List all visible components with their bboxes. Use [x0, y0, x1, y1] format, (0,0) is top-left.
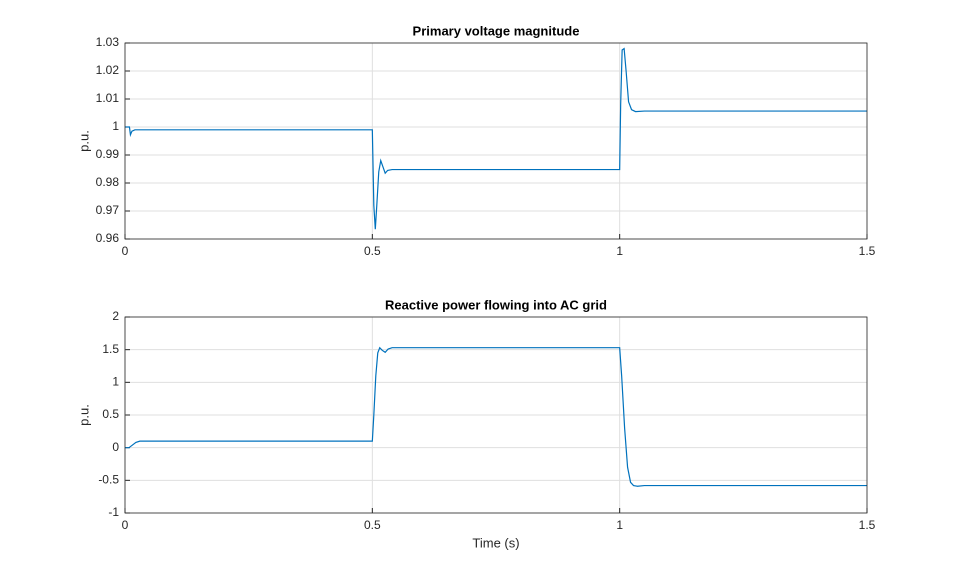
x-tick-label: 0 [122, 518, 129, 532]
y-tick-label: 1.02 [96, 63, 120, 77]
x-tick-label: 1.5 [859, 518, 876, 532]
axes-box [124, 316, 868, 514]
axes-background [125, 43, 867, 239]
data-line [125, 47, 867, 230]
y-tick-label: 0.99 [96, 147, 120, 161]
x-tick-label: 1.5 [859, 244, 876, 258]
chart-title: Primary voltage magnitude [413, 23, 580, 38]
x-axis-label: Time (s) [472, 535, 519, 550]
data-line [125, 346, 867, 487]
y-tick-label: 1.5 [102, 342, 119, 356]
y-tick-label: 0.97 [96, 203, 120, 217]
y-axis-label: p.u. [76, 404, 91, 426]
chart-title: Reactive power flowing into AC grid [385, 297, 607, 312]
y-tick-label: 0 [112, 440, 119, 454]
y-axis-label: p.u. [76, 130, 91, 152]
axes-box [124, 42, 868, 240]
y-tick-label: 1.03 [96, 35, 120, 49]
y-tick-label: -1 [108, 505, 119, 519]
y-tick-label: 2 [112, 309, 119, 323]
x-tick-label: 1 [616, 244, 623, 258]
y-tick-label: 1 [112, 119, 119, 133]
x-tick-label: 0.5 [364, 244, 381, 258]
y-tick-label: 0.98 [96, 175, 120, 189]
y-tick-label: -0.5 [98, 473, 119, 487]
y-tick-label: 1 [112, 375, 119, 389]
y-tick-label: 0.5 [102, 407, 119, 421]
x-tick-label: 0.5 [364, 518, 381, 532]
y-tick-label: 0.96 [96, 231, 120, 245]
x-tick-label: 0 [122, 244, 129, 258]
y-tick-label: 1.01 [96, 91, 120, 105]
x-tick-label: 1 [616, 518, 623, 532]
